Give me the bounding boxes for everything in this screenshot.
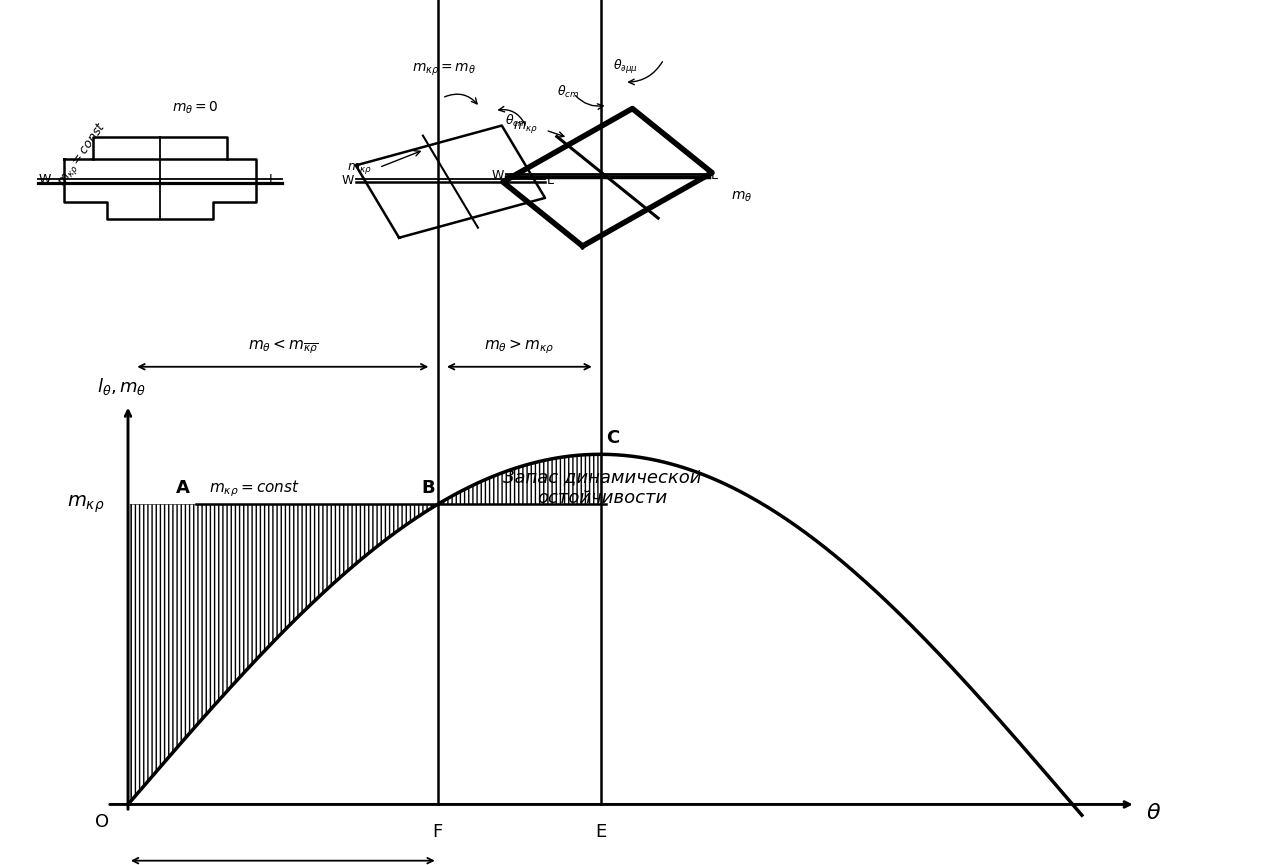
Text: $\theta$: $\theta$ xyxy=(1146,803,1161,823)
Text: $m_\theta=0$: $m_\theta=0$ xyxy=(172,99,218,116)
Text: W: W xyxy=(342,174,353,187)
Text: $m_\theta$: $m_\theta$ xyxy=(731,189,753,203)
Text: C: C xyxy=(607,429,620,447)
Text: $m_\theta < m_{\overline{\kappa\rho}}$: $m_\theta < m_{\overline{\kappa\rho}}$ xyxy=(247,337,317,356)
Text: L: L xyxy=(269,173,275,187)
Text: $m_{\kappa\rho}=m_\theta$: $m_{\kappa\rho}=m_\theta$ xyxy=(412,61,476,78)
Text: $m_{\kappa\rho}$: $m_{\kappa\rho}$ xyxy=(68,494,105,515)
Text: L: L xyxy=(712,170,718,183)
Text: Запас динамической
остойчивости: Запас динамической остойчивости xyxy=(503,469,701,508)
Text: W: W xyxy=(492,170,504,183)
Text: F: F xyxy=(433,823,443,842)
Text: $\theta_{cm}$: $\theta_{cm}$ xyxy=(506,113,527,130)
Text: $m_{\kappa\rho}=const$: $m_{\kappa\rho}=const$ xyxy=(209,478,300,499)
Text: $m_{\kappa\rho}=const$: $m_{\kappa\rho}=const$ xyxy=(54,119,111,190)
Text: E: E xyxy=(595,823,607,842)
Text: $m_{\kappa\rho}$: $m_{\kappa\rho}$ xyxy=(513,120,538,135)
Text: O: O xyxy=(95,813,109,831)
Text: $\theta_{cm}$: $\theta_{cm}$ xyxy=(557,84,580,100)
Text: A: A xyxy=(175,479,189,497)
Text: B: B xyxy=(421,479,435,497)
Text: $m_\theta > m_{\kappa\rho}$: $m_\theta > m_{\kappa\rho}$ xyxy=(484,337,554,356)
Text: $\theta_{\partial\mu\mu}$: $\theta_{\partial\mu\mu}$ xyxy=(613,58,637,76)
Text: $m_{\kappa\rho}$: $m_{\kappa\rho}$ xyxy=(347,162,371,176)
Text: $l_\theta, m_\theta$: $l_\theta, m_\theta$ xyxy=(97,376,146,397)
Text: L: L xyxy=(547,174,554,187)
Text: W: W xyxy=(38,173,51,187)
